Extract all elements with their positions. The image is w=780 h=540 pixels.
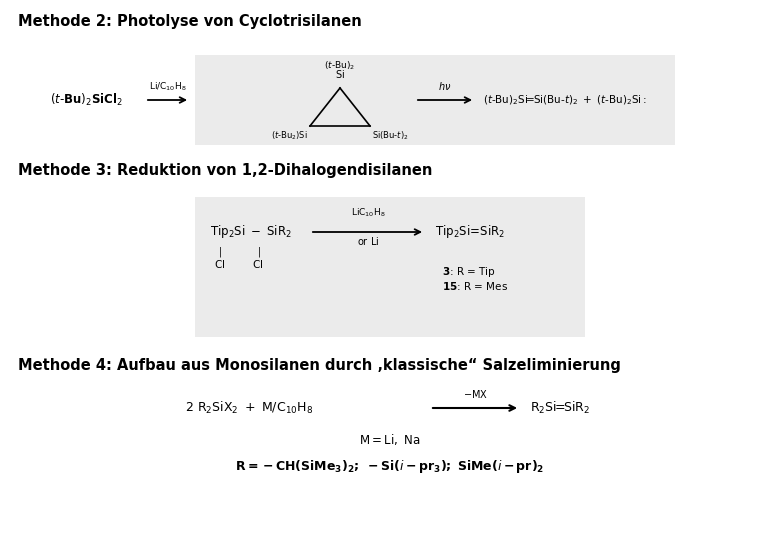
Text: Methode 3: Reduktion von 1,2-Dihalogendisilanen: Methode 3: Reduktion von 1,2-Dihalogendi… [18, 163, 432, 178]
Text: $\mathrm{Cl}$: $\mathrm{Cl}$ [214, 258, 225, 270]
Text: $\mathrm{LiC_{10}H_8}$: $\mathrm{LiC_{10}H_8}$ [351, 206, 385, 219]
Text: $\mathrm{Tip_2Si\ -\ SiR_2}$: $\mathrm{Tip_2Si\ -\ SiR_2}$ [210, 224, 292, 240]
Text: $\mathbf{3}$: R = Tip: $\mathbf{3}$: R = Tip [442, 265, 496, 279]
Text: $\mathrm{or\ Li}$: $\mathrm{or\ Li}$ [356, 235, 379, 247]
Text: $\mathrm{M = Li,\ Na}$: $\mathrm{M = Li,\ Na}$ [360, 432, 420, 447]
Text: $\mathbf{R = -CH(SiMe_3)_2;\ -Si(\mathit{i}-pr_3);\ SiMe(\mathit{i}-pr)_2}$: $\mathbf{R = -CH(SiMe_3)_2;\ -Si(\mathit… [236, 458, 544, 475]
Text: $(\mathit{t}$-$\mathrm{Bu})_2\mathrm{Si}\!\!=\!\!\mathrm{Si(Bu}$-$\mathit{t})_2\: $(\mathit{t}$-$\mathrm{Bu})_2\mathrm{Si}… [483, 93, 647, 107]
Text: $\mathrm{Si}$: $\mathrm{Si}$ [335, 68, 345, 80]
Text: $\mathrm{Li/C_{10}H_8}$: $\mathrm{Li/C_{10}H_8}$ [149, 80, 186, 93]
Text: $\mathrm{2\ R_2SiX_2\ +\ M/C_{10}H_8}$: $\mathrm{2\ R_2SiX_2\ +\ M/C_{10}H_8}$ [185, 400, 313, 416]
Text: $\mathrm{|}$: $\mathrm{|}$ [218, 245, 222, 259]
Bar [195, 197, 585, 337]
Text: $h\nu$: $h\nu$ [438, 80, 452, 92]
Text: $\mathrm{R_2Si\!\!=\!\!SiR_2}$: $\mathrm{R_2Si\!\!=\!\!SiR_2}$ [530, 400, 590, 416]
Text: $(\mathit{t}$-$\mathrm{Bu})_2$: $(\mathit{t}$-$\mathrm{Bu})_2$ [324, 59, 356, 72]
Text: Si(Bu-$\mathit{t})_2$: Si(Bu-$\mathit{t})_2$ [372, 130, 409, 143]
Text: $(\mathit{t}$-$\mathbf{Bu})_2\mathbf{SiCl}_2$: $(\mathit{t}$-$\mathbf{Bu})_2\mathbf{SiC… [50, 92, 122, 108]
Text: $\mathbf{15}$: R = Mes: $\mathbf{15}$: R = Mes [442, 280, 508, 292]
Text: Methode 2: Photolyse von Cyclotrisilanen: Methode 2: Photolyse von Cyclotrisilanen [18, 14, 362, 29]
Text: $(\mathit{t}$-$\mathrm{Bu_2})$Si: $(\mathit{t}$-$\mathrm{Bu_2})$Si [271, 130, 308, 143]
Text: $\mathrm{Tip_2Si\!=\!SiR_2}$: $\mathrm{Tip_2Si\!=\!SiR_2}$ [435, 224, 505, 240]
Text: $\mathrm{|}$: $\mathrm{|}$ [257, 245, 261, 259]
Text: Methode 4: Aufbau aus Monosilanen durch ‚klassische“ Salzeliminierung: Methode 4: Aufbau aus Monosilanen durch … [18, 358, 621, 373]
Text: $\mathrm{-MX}$: $\mathrm{-MX}$ [463, 388, 488, 400]
Text: $\mathrm{Cl}$: $\mathrm{Cl}$ [252, 258, 263, 270]
Bar [195, 55, 675, 145]
